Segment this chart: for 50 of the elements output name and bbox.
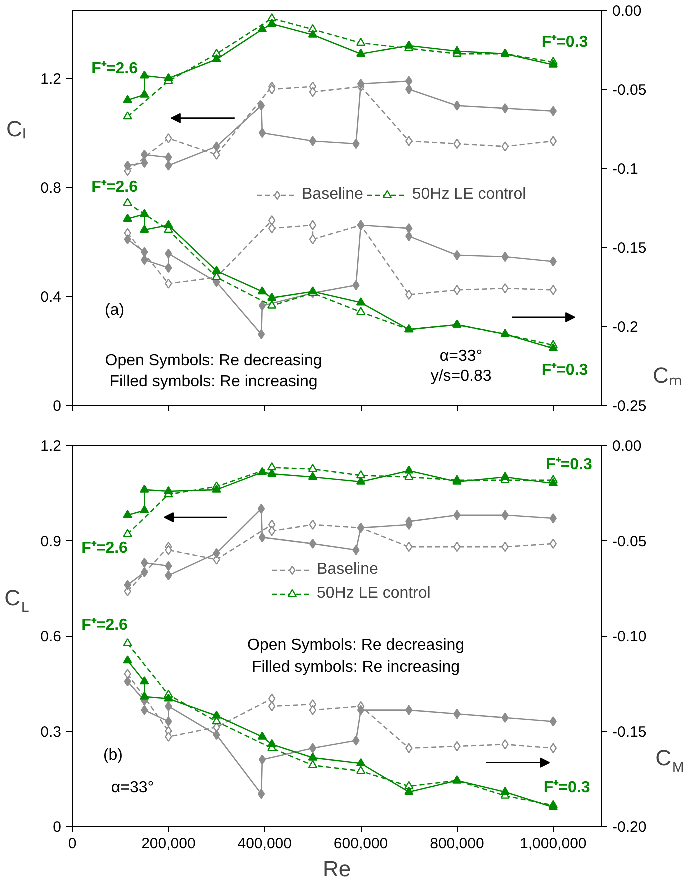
x-tick-label: 200,000 [142, 836, 196, 852]
annotation: F⁺=2.6 [82, 616, 128, 634]
y2-tick-label: 0.00 [612, 3, 642, 20]
legend-label: Baseline [302, 186, 364, 204]
annotation: Filled symbols: Re increasing [110, 374, 318, 391]
y-tick-label: 0.8 [40, 180, 62, 198]
y2-tick-label: -0.2 [612, 319, 638, 336]
legend-label: Baseline [317, 561, 378, 579]
y-tick-label: 0 [53, 398, 62, 415]
annotation: F⁺=2.6 [82, 540, 128, 557]
y2-tick-label: 0.00 [612, 438, 642, 455]
annotation: Filled symbols: Re increasing [252, 659, 460, 676]
annotation: (a) [105, 302, 125, 320]
annotation: α=33° [111, 780, 154, 797]
x-tick-label: 0 [68, 836, 77, 852]
y-tick-label: 0.3 [40, 724, 62, 741]
annotation: F⁺=0.3 [542, 34, 588, 51]
x-tick-label: 800,000 [430, 836, 484, 852]
y-tick-label: 1.2 [40, 438, 62, 455]
y2-tick-label: -0.1 [612, 161, 638, 178]
x-tick-label: 1,000,000 [520, 836, 587, 852]
x-tick-label: 400,000 [238, 836, 292, 852]
y-axis-title: Cₗ [6, 116, 26, 142]
annotation: Open Symbols: Re decreasing [248, 637, 465, 654]
y2-tick-label: -0.05 [612, 533, 647, 550]
y2-axis-title: Cₘ [653, 362, 682, 388]
annotation: Open Symbols: Re decreasing [105, 352, 322, 370]
annotation: F⁺=2.6 [92, 178, 138, 196]
annotation: (b) [103, 746, 124, 764]
y2-tick-label: -0.15 [612, 724, 647, 741]
y2-tick-label: -0.10 [612, 628, 647, 646]
y2-tick-label: -0.15 [612, 240, 647, 257]
legend-label: 50Hz LE control [412, 186, 526, 204]
y-tick-label: 0.6 [40, 628, 62, 646]
x-tick-label: 600,000 [334, 836, 388, 852]
y2-tick-label: -0.25 [612, 398, 647, 415]
legend-label: 50Hz LE control [317, 585, 431, 603]
annotation: α=33° [440, 348, 483, 366]
annotation: F⁺=0.3 [542, 362, 588, 379]
y-tick-label: 0.4 [40, 289, 62, 306]
annotation: F⁺=2.6 [92, 60, 138, 78]
y-tick-label: 0 [53, 819, 62, 836]
annotation: y/s=0.83 [430, 368, 492, 385]
y2-tick-label: -0.05 [612, 82, 647, 99]
y-tick-label: 1.2 [40, 71, 62, 88]
annotation: F⁺=0.3 [546, 456, 593, 474]
x-axis-title: Re [322, 856, 352, 882]
y2-tick-label: -0.20 [612, 819, 647, 836]
annotation: F⁺=0.3 [544, 780, 590, 797]
y-tick-label: 0.9 [40, 533, 62, 550]
